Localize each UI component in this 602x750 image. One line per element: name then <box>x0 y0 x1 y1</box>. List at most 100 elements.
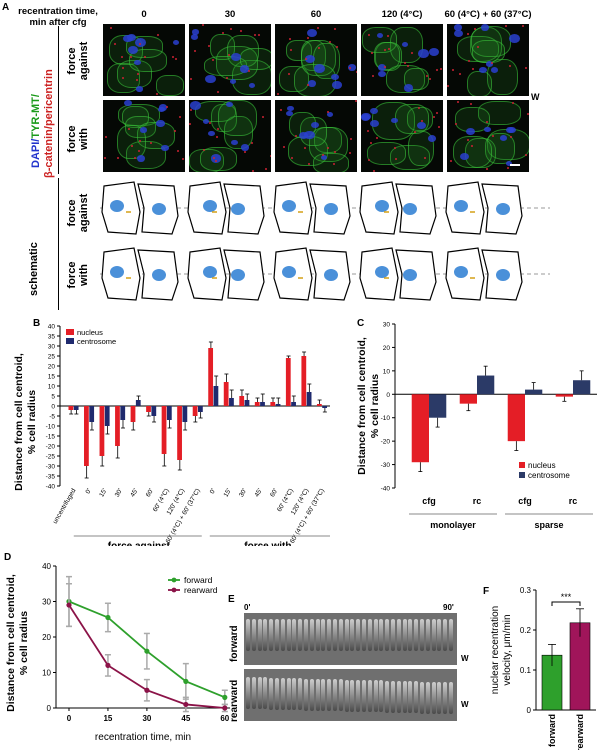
legend-swatch <box>519 472 525 478</box>
pericentrin-dot <box>371 52 374 55</box>
y-tick-label: 30 <box>48 344 56 351</box>
pericentrin-dot <box>171 56 174 59</box>
schematic-nucleus <box>231 203 245 215</box>
kymo-stripe <box>333 679 337 712</box>
x-tick-label: forward <box>547 714 557 747</box>
kymo-stripe <box>304 678 308 711</box>
cell-shape <box>395 104 429 134</box>
x-axis-label: recentration time, min <box>95 732 191 743</box>
group-label: monolayer <box>430 520 476 530</box>
pericentrin-dot <box>317 26 320 29</box>
pericentrin-dot <box>327 147 330 150</box>
nucleus-stain <box>454 29 464 37</box>
nucleus-stain <box>370 107 378 114</box>
kymo-stripe <box>275 619 279 651</box>
nucleus-stain <box>507 127 516 134</box>
pericentrin-dot <box>370 141 373 144</box>
pericentrin-dot <box>371 75 374 78</box>
legend-marker <box>171 587 177 593</box>
kymo-stripe <box>391 619 395 651</box>
pericentrin-dot <box>526 112 529 115</box>
nucleus-stain <box>326 111 334 117</box>
legend-swatch <box>519 462 525 468</box>
pericentrin-dot <box>136 73 139 76</box>
schematic-nucleus <box>282 266 296 278</box>
nucleus-stain <box>304 54 316 63</box>
schematic-nucleus <box>375 266 389 278</box>
pericentrin-dot <box>333 162 336 165</box>
kymo-stripe <box>385 680 390 713</box>
kymo-stripe <box>321 619 326 651</box>
nucleus-stain <box>428 47 440 56</box>
x-tick-label: 45' <box>129 488 139 499</box>
point-rearward <box>105 662 111 668</box>
bar-nucleus <box>84 406 89 466</box>
pericentrin-dot <box>127 127 130 130</box>
pericentrin-dot <box>213 157 216 160</box>
pericentrin-dot <box>447 84 450 87</box>
point-rearward <box>222 705 228 711</box>
pericentrin-dot <box>473 28 476 31</box>
y-axis-label: % cell radius <box>369 374 381 438</box>
pericentrin-dot <box>258 34 261 37</box>
stain-tyr: TYR-MT/ <box>30 94 42 139</box>
pericentrin-dot <box>177 149 180 152</box>
kymo-stripe <box>269 677 274 710</box>
kymo-stripe <box>443 682 448 715</box>
pericentrin-dot <box>436 68 439 71</box>
pericentrin-dot <box>485 121 488 124</box>
pericentrin-dot <box>477 45 480 48</box>
bar-centrosome <box>135 400 141 406</box>
bar-centrosome <box>213 386 219 406</box>
kymo-stripe <box>309 619 314 651</box>
y-tick-label: 0 <box>51 404 55 411</box>
kymo-stripe <box>437 619 442 651</box>
pericentrin-dot <box>417 107 420 110</box>
x-tick-label: 15' <box>98 488 108 499</box>
kymo-stripe <box>362 619 366 651</box>
bar-centrosome <box>260 402 265 406</box>
panel-f-letter: F <box>483 586 490 597</box>
pericentrin-dot <box>334 150 337 153</box>
kymo-stripe <box>286 678 291 711</box>
kymo-stripe <box>257 677 262 710</box>
nucleus-stain <box>303 130 315 140</box>
stain-dapi: DAPI/ <box>30 138 42 168</box>
y-tick-label: -30 <box>381 462 391 469</box>
pericentrin-dot <box>349 67 352 70</box>
kymo-stripe <box>449 682 453 715</box>
nucleus-stain <box>202 119 209 125</box>
panel-a-letter: A <box>2 2 10 13</box>
point-forward <box>222 694 228 700</box>
nucleus-stain <box>403 84 414 92</box>
schematic-drawings <box>100 181 550 301</box>
nucleus-stain <box>191 29 199 35</box>
kymo-stripe <box>344 679 349 712</box>
nucleus-stain <box>320 155 327 161</box>
kymo-stripe <box>246 677 250 709</box>
pericentrin-dot <box>143 55 146 58</box>
pericentrin-dot <box>372 170 375 172</box>
nucleus-stain <box>298 132 308 140</box>
legend-label: forward <box>184 575 213 585</box>
y-tick-label: -20 <box>381 439 391 446</box>
bar-centrosome <box>244 400 250 406</box>
x-tick-label: 60' <box>145 488 155 499</box>
pericentrin-dot <box>490 62 493 65</box>
pericentrin-dot <box>264 168 267 171</box>
schematic-nucleus <box>375 200 389 212</box>
nucleus-stain <box>347 64 357 72</box>
y-tick-label: 0 <box>527 706 532 715</box>
legend-label: nucleus <box>77 328 103 337</box>
bar-centrosome <box>198 406 203 412</box>
bar-nucleus <box>115 406 120 446</box>
pericentrin-dot <box>307 83 310 86</box>
timepoint-30: 30 <box>224 9 236 20</box>
nucleus-stain <box>453 24 463 31</box>
legend-label: centrosome <box>77 337 116 346</box>
pericentrin-dot <box>404 61 407 64</box>
nucleus-stain <box>134 38 146 47</box>
panel-c-letter: C <box>357 318 365 329</box>
kymo-stripe <box>402 681 407 714</box>
cell-shape <box>471 39 505 63</box>
